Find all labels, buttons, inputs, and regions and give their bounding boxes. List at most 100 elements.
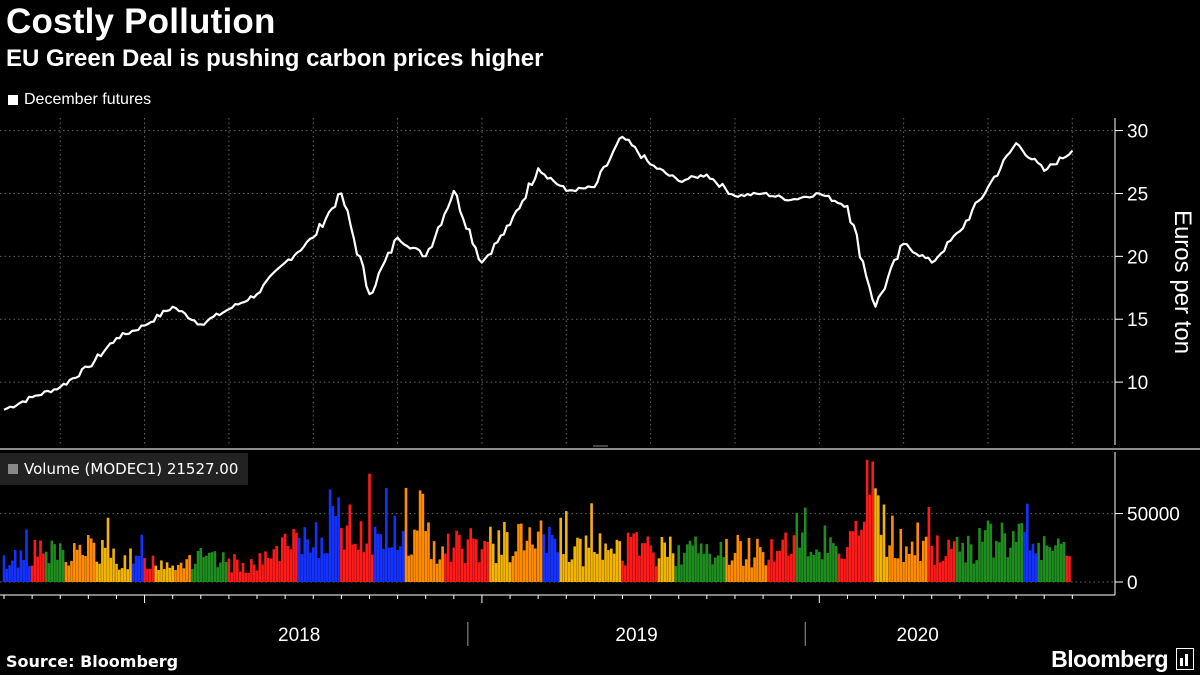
volume-bar [562,554,565,582]
volume-bar [306,539,309,582]
volume-bar [387,547,391,582]
volume-bar [295,532,298,582]
volume-bar [744,559,748,582]
volume-bar [978,528,981,582]
volume-bar [604,543,607,582]
volume-bar [441,546,444,582]
volume-bar [67,565,70,582]
volume-y-tick-label: 50000 [1127,505,1180,526]
volume-bar [826,553,829,582]
volume-bar [98,563,101,582]
volume-bar [491,543,495,582]
volume-bar [1020,523,1023,582]
volume-bar [680,564,683,582]
volume-bar [834,546,838,582]
volume-bar [545,552,548,582]
volume-bar [787,555,790,582]
volume-bar [505,532,509,582]
volume-bar [354,543,357,582]
volume-bar [632,533,635,582]
volume-bar [393,515,397,582]
volume-bar [514,551,517,582]
volume-bar [879,534,883,582]
volume-bar [671,553,675,582]
volume-bar [326,553,329,582]
volume-bar [449,561,453,582]
volume-bar [1068,556,1071,582]
volume-bar [47,563,51,582]
volume-bar [865,459,869,582]
volume-bar [202,557,205,582]
volume-bar [801,532,804,582]
price-legend-swatch [8,95,18,105]
volume-bar [278,561,281,582]
volume-bar [297,537,301,582]
volume-bar [688,540,692,582]
volume-bar [213,551,217,582]
volume-bar [702,553,706,582]
volume-bar [151,555,155,582]
volume-bar [56,559,59,582]
volume-bar [1057,538,1060,582]
volume-bar [798,547,801,582]
volume-bar [885,556,889,582]
volume-bar [323,553,326,582]
volume-bar [837,553,841,582]
volume-bar [146,568,149,582]
volume-bar [376,533,380,582]
volume-bar [756,538,759,582]
volume-bar [955,536,959,582]
volume-bar [92,542,96,582]
volume-bar [587,547,591,582]
volume-bar [241,563,245,582]
volume-bar [331,506,335,582]
volume-bar [385,488,388,582]
volume-bar [452,547,456,582]
volume-bar [663,542,666,582]
volume-bar [624,565,627,582]
volume-bar [120,568,124,582]
volume-bar [233,554,236,582]
volume-bar [486,542,489,582]
volume-bar [612,553,616,582]
volume-bar [857,535,860,582]
volume-bar [404,487,408,582]
volume-bar [480,549,484,582]
volume-bar [44,551,48,582]
volume-bar [115,563,118,582]
volume-bar [775,551,779,582]
volume-bar [936,535,939,582]
volume-bar [373,526,377,582]
volume-bar [896,558,900,582]
volume-bar [812,555,815,582]
volume-bar [986,520,990,582]
volume-bar [750,567,754,582]
brand-logo: Bloomberg [1051,646,1168,672]
volume-bar [742,565,745,582]
volume-bar [50,540,54,582]
volume-bar [685,544,689,582]
volume-bar [851,531,855,582]
volume-bar [618,541,621,582]
volume-bar [511,556,515,582]
volume-bar [407,555,411,582]
volume-bar [188,555,191,582]
volume-bar [53,544,56,582]
volume-bar [677,545,680,582]
volume-bar [19,550,23,582]
volume-bar [461,548,464,582]
volume-bar [106,517,110,582]
volume-bar [820,559,824,582]
volume-bar [848,531,852,582]
volume-bar [275,545,278,582]
volume-bar [789,553,793,582]
volume-bar [761,552,765,582]
volume-legend-label: Volume (MODEC1) 21527.00 [24,460,239,478]
volume-bar [424,531,427,582]
volume-bar [362,552,366,582]
volume-bar [193,563,197,582]
volume-bar [753,557,756,582]
volume-bar [579,538,582,582]
volume-bar [972,563,976,582]
volume-bar [342,549,346,582]
